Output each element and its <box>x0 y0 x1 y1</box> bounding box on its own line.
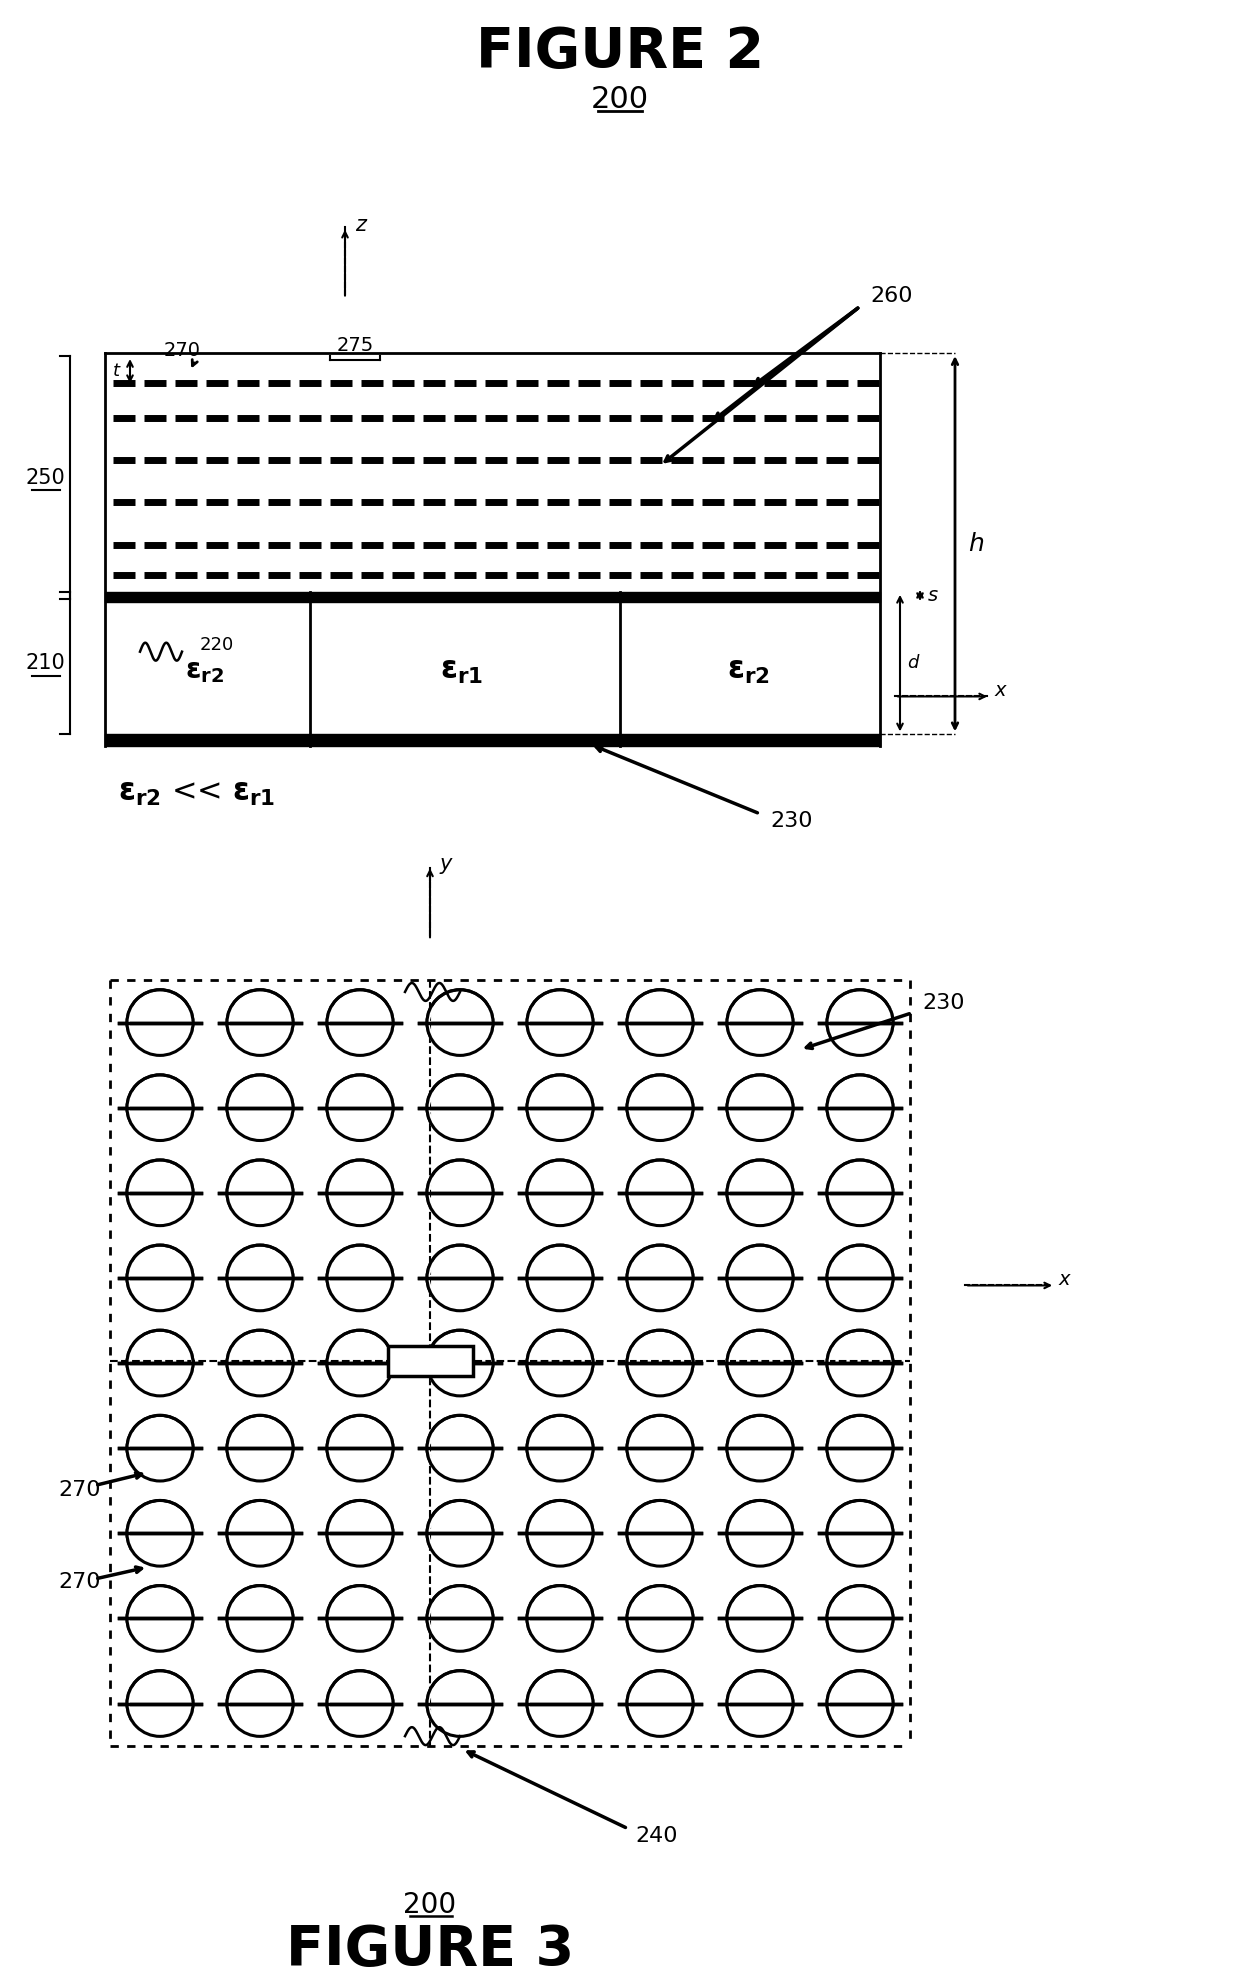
Bar <box>387 1346 472 1376</box>
Text: 200: 200 <box>591 85 649 115</box>
Text: 250: 250 <box>25 468 64 488</box>
Text: $\mathbf{\varepsilon_{r1}}$: $\mathbf{\varepsilon_{r1}}$ <box>440 656 484 686</box>
Text: 210: 210 <box>25 654 64 674</box>
Text: $\mathbf{\varepsilon_{r2}}$: $\mathbf{\varepsilon_{r2}}$ <box>727 656 770 686</box>
Text: y: y <box>440 854 453 874</box>
Text: x: x <box>1058 1270 1069 1290</box>
Text: h: h <box>968 531 983 555</box>
Text: 260: 260 <box>870 287 913 307</box>
Text: FIGURE 2: FIGURE 2 <box>476 24 764 79</box>
Text: FIGURE 3: FIGURE 3 <box>286 1923 574 1978</box>
Text: x: x <box>994 682 1006 700</box>
Text: 200: 200 <box>403 1891 456 1919</box>
Text: 230: 230 <box>923 993 965 1013</box>
Text: 220: 220 <box>200 636 234 654</box>
Text: t: t <box>113 363 120 381</box>
Text: 270: 270 <box>58 1572 100 1592</box>
Text: 270: 270 <box>164 341 201 359</box>
Text: $\mathbf{\varepsilon_{r2}}$: $\mathbf{\varepsilon_{r2}}$ <box>186 658 224 686</box>
Text: z: z <box>355 214 366 234</box>
Text: s: s <box>928 587 939 605</box>
Text: $\mathbf{\varepsilon_{r2}}$ << $\mathbf{\varepsilon_{r1}}$: $\mathbf{\varepsilon_{r2}}$ << $\mathbf{… <box>118 779 275 809</box>
Text: 240: 240 <box>635 1825 677 1845</box>
Text: 270: 270 <box>58 1481 100 1500</box>
Text: 230: 230 <box>770 811 812 830</box>
Text: d: d <box>906 654 919 672</box>
Text: 275: 275 <box>336 335 373 355</box>
